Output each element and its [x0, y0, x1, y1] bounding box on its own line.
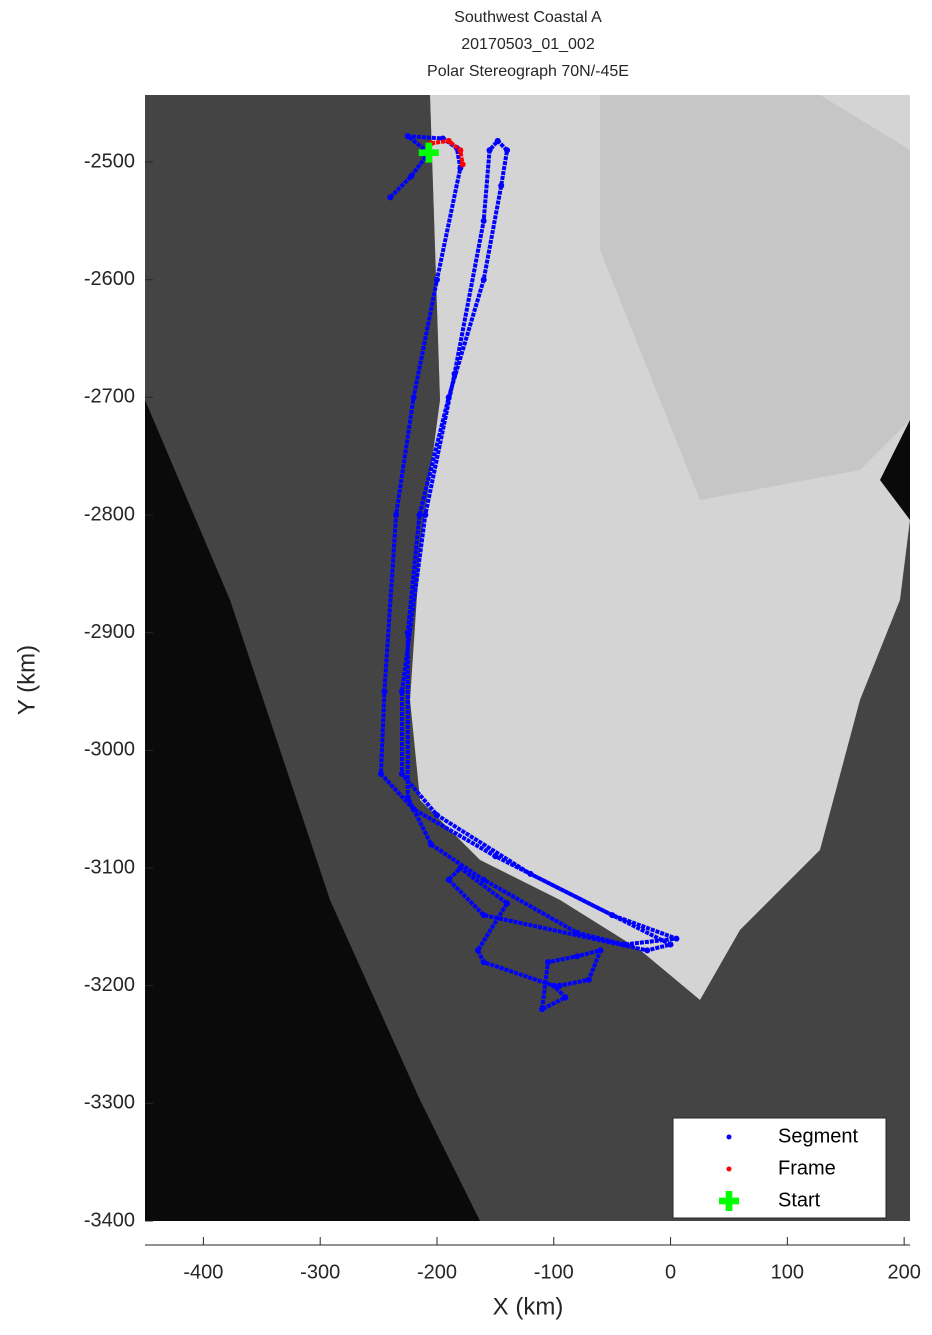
- track-point: [457, 865, 464, 872]
- track-point: [393, 512, 400, 519]
- track-point: [585, 976, 592, 983]
- track-point: [667, 941, 674, 948]
- track-point: [445, 137, 452, 144]
- y-axis-label: Y (km): [13, 645, 40, 715]
- track-point: [410, 394, 417, 401]
- track-point: [480, 276, 487, 283]
- track-point: [574, 929, 581, 936]
- y-tick-label: -3000: [84, 739, 135, 761]
- track-point: [620, 941, 627, 948]
- track-point: [398, 688, 405, 695]
- track-point: [492, 853, 499, 860]
- track-point: [486, 147, 493, 154]
- track-point: [445, 394, 452, 401]
- track-point: [474, 947, 481, 954]
- track-point: [428, 841, 435, 848]
- track-point: [673, 935, 680, 942]
- legend-label: Segment: [778, 1125, 858, 1147]
- y-tick-label: -2600: [84, 268, 135, 290]
- track-point: [597, 947, 604, 954]
- start-marker: [418, 142, 439, 163]
- legend-box: [672, 1117, 887, 1219]
- track-point: [574, 953, 581, 960]
- track-point: [494, 137, 501, 144]
- track-point: [544, 959, 551, 966]
- track-point: [459, 161, 466, 168]
- ice-tile: [600, 95, 910, 500]
- track-point: [404, 794, 411, 801]
- flight-track: [378, 134, 679, 1012]
- track-point: [410, 806, 417, 813]
- track-point: [387, 194, 394, 201]
- track-point: [480, 217, 487, 224]
- track-point: [433, 276, 440, 283]
- track-point: [480, 876, 487, 883]
- y-tick-label: -3300: [84, 1092, 135, 1114]
- track-point: [408, 173, 415, 180]
- y-tick-label: -3200: [84, 974, 135, 996]
- track-point: [539, 1006, 546, 1013]
- track-point: [562, 994, 569, 1001]
- title-line: Polar Stereograph 70N/-45E: [427, 63, 629, 80]
- track-point: [404, 133, 411, 140]
- track-point: [451, 370, 458, 377]
- flight-track: [430, 138, 465, 165]
- title-line: Southwest Coastal A: [454, 9, 602, 26]
- track-point: [550, 982, 557, 989]
- legend-label: Start: [778, 1189, 821, 1211]
- track-point: [644, 947, 651, 954]
- track-point: [404, 629, 411, 636]
- title-line: 20170503_01_002: [461, 36, 595, 53]
- track-point: [498, 182, 505, 189]
- track-point: [377, 770, 384, 777]
- track-point: [445, 876, 452, 883]
- y-tick-label: -3400: [84, 1209, 135, 1231]
- legend-label: Frame: [778, 1157, 836, 1179]
- x-tick-label: 0: [665, 1261, 676, 1283]
- track-point: [609, 912, 616, 919]
- legend-marker: [719, 1191, 740, 1211]
- track-point: [433, 812, 440, 819]
- x-tick-label: -300: [300, 1261, 340, 1283]
- track-point: [381, 688, 388, 695]
- y-tick-label: -2800: [84, 503, 135, 525]
- y-tick-label: -2500: [84, 150, 135, 172]
- x-tick-label: 200: [887, 1261, 920, 1283]
- y-tick-label: -2900: [84, 621, 135, 643]
- track-point: [527, 870, 534, 877]
- track-point: [556, 982, 563, 989]
- legend-marker: [726, 1134, 732, 1140]
- x-tick-label: -200: [417, 1261, 457, 1283]
- x-axis-label: X (km): [493, 1293, 564, 1320]
- y-tick-label: -2700: [84, 386, 135, 408]
- y-tick-label: -3100: [84, 856, 135, 878]
- track-point: [480, 959, 487, 966]
- x-tick-label: -100: [534, 1261, 574, 1283]
- track-point: [398, 770, 405, 777]
- track-point: [504, 147, 511, 154]
- track-point: [422, 512, 429, 519]
- x-tick-label: -400: [183, 1261, 223, 1283]
- x-tick-label: 100: [771, 1261, 804, 1283]
- land-area: [145, 95, 910, 1221]
- track-point: [480, 912, 487, 919]
- legend-marker: [726, 1166, 732, 1172]
- track-point: [504, 900, 511, 907]
- track-point: [416, 512, 423, 519]
- track-point: [457, 147, 464, 154]
